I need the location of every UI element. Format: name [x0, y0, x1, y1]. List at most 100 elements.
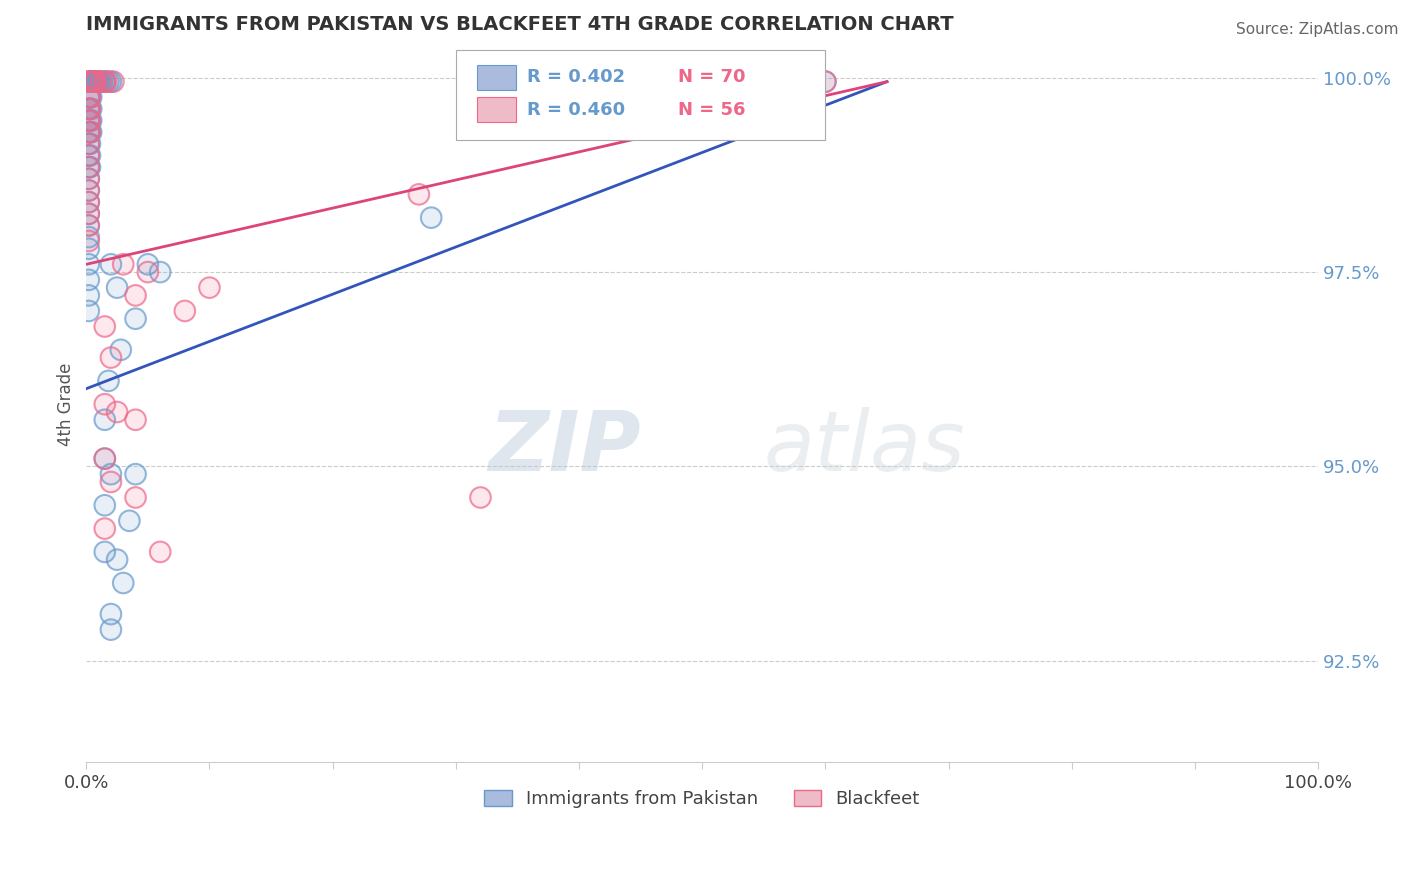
Point	[86, 75, 108, 89]
Point	[105, 280, 128, 294]
Point	[94, 498, 117, 512]
Point	[79, 75, 101, 89]
Point	[94, 319, 117, 334]
Point	[408, 187, 430, 202]
Point	[506, 75, 529, 89]
Point	[94, 413, 117, 427]
Point	[77, 148, 100, 162]
Point	[79, 113, 101, 128]
Point	[77, 171, 100, 186]
Point	[77, 219, 100, 233]
Point	[80, 90, 103, 104]
Point	[100, 351, 122, 365]
Point	[80, 90, 103, 104]
Point	[77, 102, 100, 116]
Point	[814, 75, 837, 89]
Point	[149, 545, 172, 559]
Point	[136, 265, 159, 279]
Text: R = 0.402: R = 0.402	[527, 69, 626, 87]
Point	[77, 75, 100, 89]
Point	[94, 397, 117, 411]
Point	[80, 75, 103, 89]
Point	[94, 319, 117, 334]
Point	[77, 113, 100, 128]
Point	[77, 171, 100, 186]
Point	[94, 451, 117, 466]
Point	[79, 113, 101, 128]
Point	[124, 288, 146, 302]
Point	[110, 343, 132, 357]
Point	[77, 160, 100, 174]
Point	[79, 102, 101, 116]
Point	[77, 207, 100, 221]
Point	[97, 75, 120, 89]
Text: atlas: atlas	[763, 407, 966, 488]
Point	[77, 125, 100, 139]
Point	[77, 125, 100, 139]
Point	[80, 102, 103, 116]
Point	[77, 160, 100, 174]
Point	[94, 75, 117, 89]
Point	[79, 125, 101, 139]
Point	[77, 160, 100, 174]
Point	[408, 187, 430, 202]
Point	[79, 75, 101, 89]
Point	[97, 374, 120, 388]
Point	[94, 413, 117, 427]
Point	[173, 304, 195, 318]
Point	[84, 75, 107, 89]
Text: N = 56: N = 56	[678, 101, 745, 119]
Point	[77, 207, 100, 221]
Point	[77, 207, 100, 221]
Point	[814, 75, 837, 89]
Point	[84, 75, 107, 89]
Point	[94, 75, 117, 89]
Point	[136, 257, 159, 271]
Point	[97, 75, 120, 89]
Point	[77, 234, 100, 248]
Text: N = 70: N = 70	[678, 69, 745, 87]
Legend: Immigrants from Pakistan, Blackfeet: Immigrants from Pakistan, Blackfeet	[475, 780, 929, 817]
Point	[100, 75, 122, 89]
Point	[79, 136, 101, 151]
Point	[112, 576, 135, 591]
FancyBboxPatch shape	[477, 97, 516, 122]
Point	[77, 234, 100, 248]
Point	[77, 148, 100, 162]
Point	[80, 113, 103, 128]
Point	[77, 113, 100, 128]
Point	[149, 265, 172, 279]
Point	[94, 451, 117, 466]
Point	[77, 75, 100, 89]
Point	[77, 90, 100, 104]
Point	[105, 405, 128, 419]
Point	[470, 491, 492, 505]
Point	[100, 607, 122, 621]
Point	[77, 136, 100, 151]
Text: Source: ZipAtlas.com: Source: ZipAtlas.com	[1236, 22, 1399, 37]
Point	[82, 75, 104, 89]
Point	[84, 75, 107, 89]
Point	[124, 467, 146, 482]
Point	[83, 75, 105, 89]
Point	[77, 195, 100, 210]
Point	[100, 467, 122, 482]
Point	[91, 75, 114, 89]
Point	[77, 75, 100, 89]
Point	[79, 148, 101, 162]
Point	[173, 304, 195, 318]
Point	[80, 113, 103, 128]
Text: ZIP: ZIP	[488, 407, 641, 488]
Point	[77, 257, 100, 271]
Point	[124, 311, 146, 326]
Point	[77, 230, 100, 244]
Point	[100, 623, 122, 637]
Point	[77, 273, 100, 287]
Point	[79, 136, 101, 151]
Point	[100, 351, 122, 365]
Point	[77, 160, 100, 174]
Point	[136, 257, 159, 271]
Point	[77, 102, 100, 116]
Point	[79, 90, 101, 104]
Point	[94, 498, 117, 512]
